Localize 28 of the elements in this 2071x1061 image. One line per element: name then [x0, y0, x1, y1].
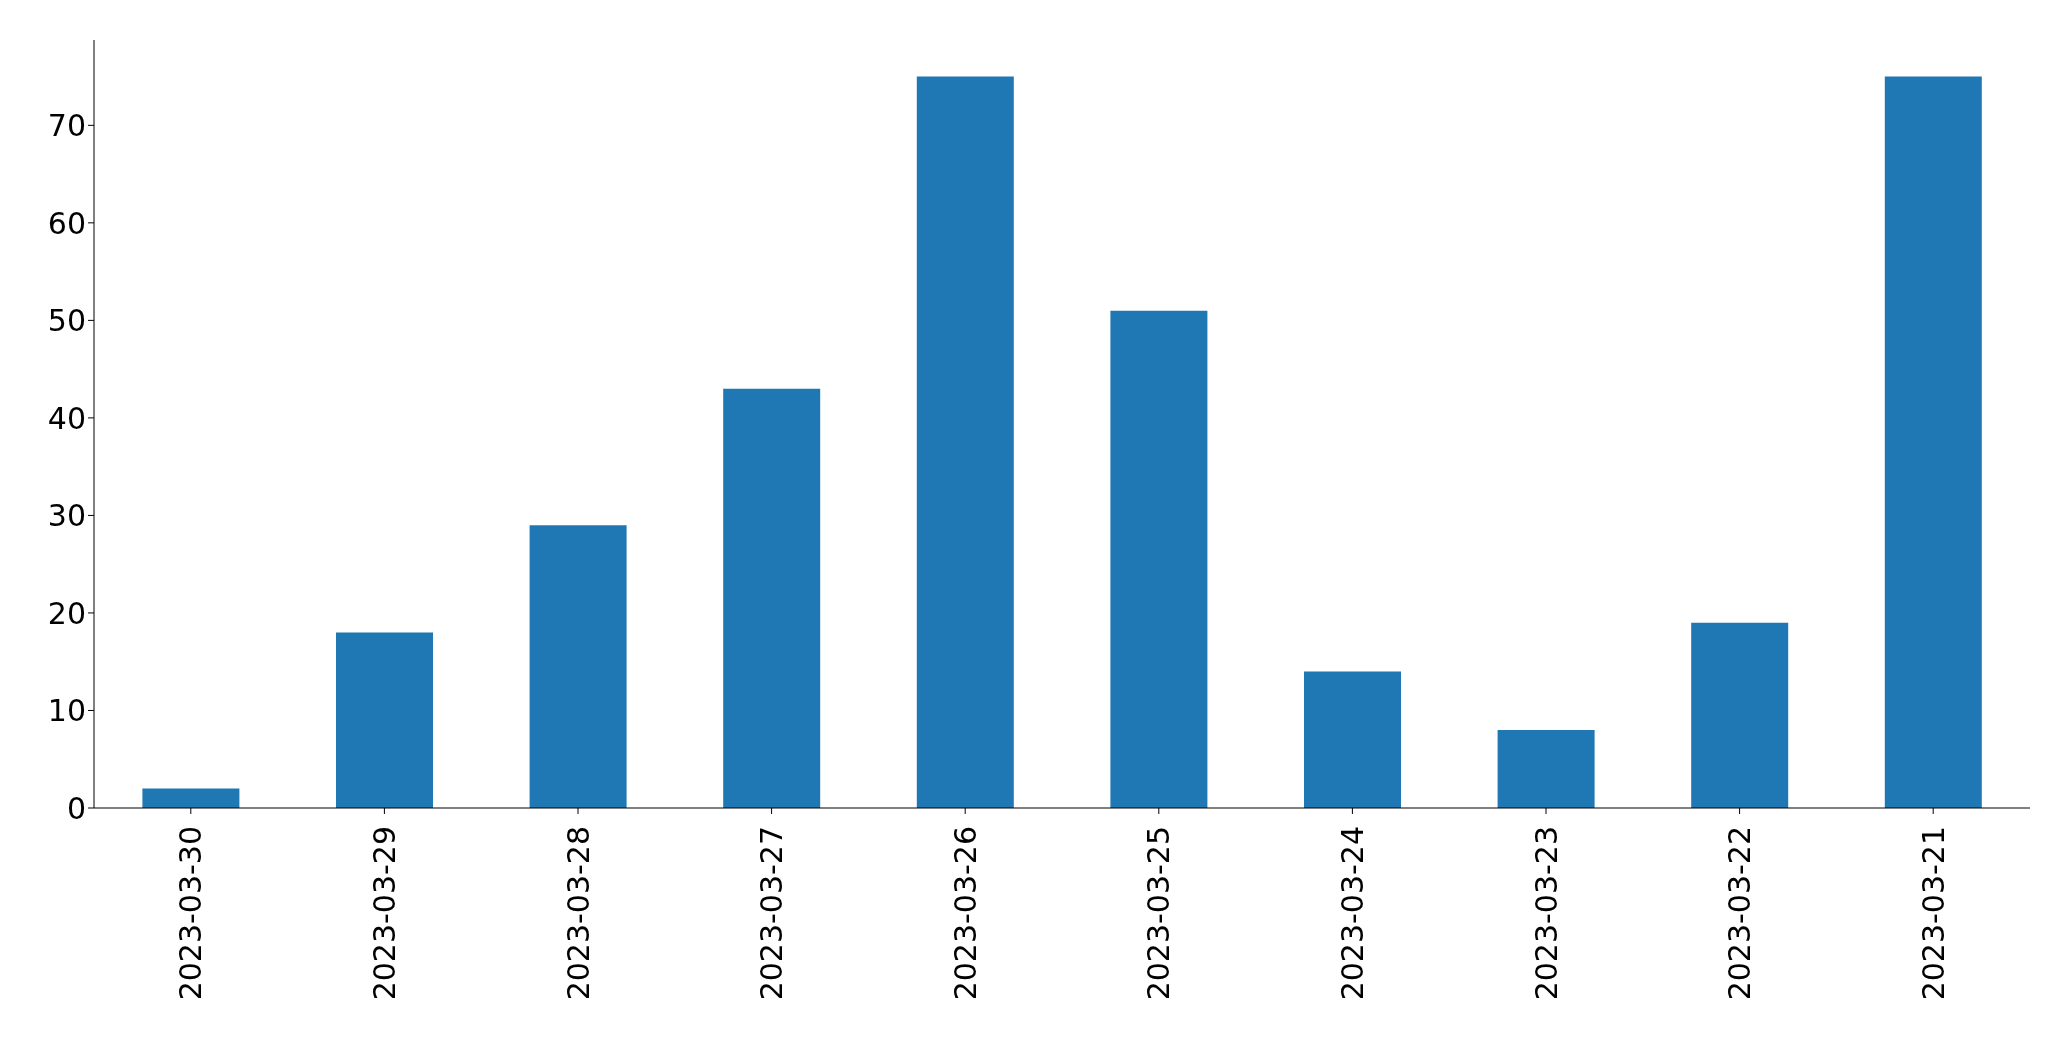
y-tick-label: 10	[47, 693, 86, 729]
bar	[336, 632, 433, 808]
x-tick-label: 2023-03-21	[1915, 826, 1951, 1001]
x-tick-label: 2023-03-27	[754, 826, 790, 1001]
y-tick-label: 40	[47, 400, 86, 436]
y-tick-label: 20	[47, 595, 86, 631]
x-tick-label: 2023-03-24	[1334, 826, 1370, 1001]
x-tick-label: 2023-03-26	[947, 826, 983, 1001]
y-tick-label: 50	[47, 303, 86, 339]
x-tick-label: 2023-03-23	[1528, 826, 1564, 1001]
bar	[529, 525, 627, 808]
bar	[142, 788, 240, 808]
x-tick-label: 2023-03-29	[366, 826, 402, 1001]
x-tick-label: 2023-03-30	[173, 826, 209, 1001]
bar	[1497, 729, 1595, 808]
bar	[1884, 76, 1982, 808]
y-tick-label: 70	[47, 107, 86, 143]
x-tick-label: 2023-03-22	[1722, 826, 1758, 1001]
y-tick-label: 0	[66, 790, 86, 826]
bar	[723, 388, 821, 808]
bar	[916, 76, 1014, 808]
bar	[1304, 671, 1401, 808]
y-tick-label: 60	[47, 205, 86, 241]
bar	[1691, 622, 1789, 808]
y-tick-label: 30	[47, 498, 86, 534]
bar	[1110, 310, 1208, 808]
x-tick-label: 2023-03-28	[560, 826, 596, 1001]
x-tick-label: 2023-03-25	[1141, 826, 1177, 1001]
